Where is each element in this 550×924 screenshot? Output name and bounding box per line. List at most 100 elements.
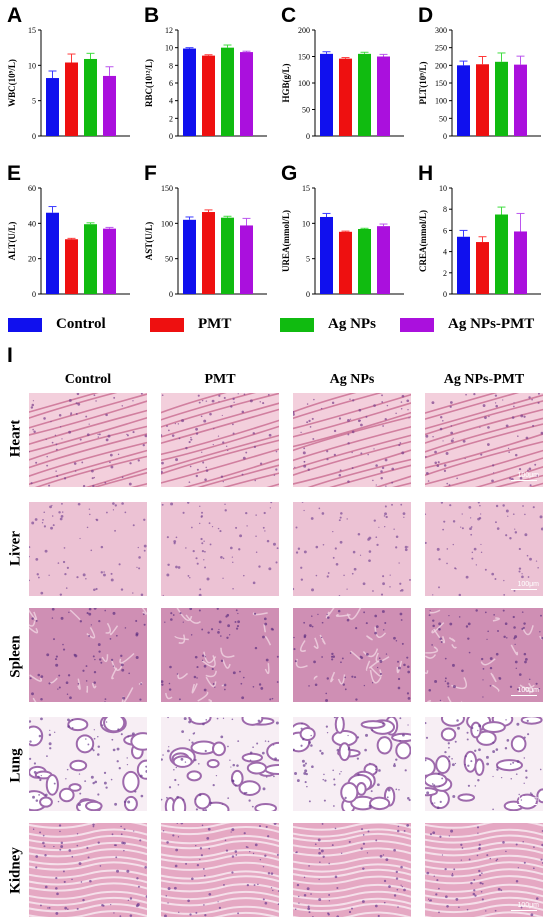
nucleus-dot [461,527,464,530]
nucleus-dot [97,433,99,436]
nucleus-dot [331,658,334,661]
nucleus-dot [126,757,128,759]
nucleus-dot [201,511,204,514]
nucleus-dot [178,437,181,440]
nucleus-dot [320,751,324,755]
nucleus-dot [385,515,388,519]
nucleus-dot [204,914,207,917]
nucleus-dot [68,849,72,852]
nucleus-dot [523,782,525,784]
nucleus-dot [308,800,311,803]
nucleus-dot [470,526,473,528]
tubule [293,823,411,831]
nucleus-dot [48,906,51,909]
nucleus-dot [75,402,78,405]
nucleus-dot [60,515,64,518]
sinus-line [295,658,308,669]
nucleus-dot [302,738,305,741]
panel-letter-c: C [281,4,297,27]
nucleus-dot [302,451,306,455]
nucleus-dot [383,901,386,904]
y-axis-label: RBC(10¹²/L) [144,59,154,107]
nucleus-dot [365,733,369,737]
nucleus-dot [35,855,39,858]
nucleus-dot [196,863,200,867]
y-axis-label: HGB(g/L) [281,63,291,102]
nucleus-dot [201,549,205,553]
nucleus-dot [55,876,58,880]
nucleus-dot [100,661,103,664]
nucleus-dot [395,870,399,874]
nucleus-dot [104,609,106,612]
legend-swatch-control [8,318,42,332]
nucleus-dot [353,676,357,679]
nucleus-dot [129,897,133,900]
nucleus-dot [453,868,456,871]
nucleus-dot [52,524,55,527]
sinus-line [429,609,441,614]
nucleus-dot [475,564,478,566]
nucleus-dot [377,914,380,917]
nucleus-dot [180,757,184,761]
tubule [161,861,279,871]
nucleus-dot [444,750,447,754]
nucleus-dot [318,851,322,855]
nucleus-dot [209,804,212,806]
nucleus-dot [120,654,123,658]
nucleus-dot [327,913,330,916]
nucleus-dot [303,447,306,450]
nucleus-dot [367,453,369,456]
histology-image-lung-agnps-pmt: 100μm [425,717,543,811]
nucleus-dot [204,550,206,553]
sinus-line [101,654,109,663]
bar-control [183,48,196,136]
nucleus-dot [454,762,457,765]
nucleus-dot [87,743,90,746]
legend-item-agnps: Ag NPs [280,316,410,334]
nucleus-dot [264,740,267,742]
alveolus [241,752,264,763]
nucleus-dot [379,854,383,858]
nucleus-dot [466,908,469,911]
alveolus [75,734,95,754]
nucleus-dot [168,746,170,748]
nucleus-dot [234,621,237,623]
nucleus-dot [326,458,329,461]
nucleus-dot [235,854,238,856]
nucleus-dot [94,658,96,661]
bar-pmt [476,64,489,136]
muscle-fiber [29,400,147,436]
nucleus-dot [527,576,530,578]
nucleus-dot [443,469,447,472]
nucleus-dot [93,476,95,479]
nucleus-dot [273,744,275,746]
sinus-line [49,677,58,684]
nucleus-dot [242,456,246,460]
nucleus-dot [41,522,44,524]
nucleus-dot [378,657,381,660]
nucleus-dot [201,628,204,631]
sinus-line [105,622,112,634]
nucleus-dot [58,511,61,514]
tubule [29,841,147,852]
nucleus-dot [315,545,319,549]
nucleus-dot [167,563,170,567]
bar-ag-nps [221,217,234,294]
nucleus-dot [93,729,95,731]
sinus-line [490,672,497,683]
nucleus-dot [176,673,179,675]
nucleus-dot [326,613,328,616]
nucleus-dot [43,511,46,514]
muscle-fiber [29,416,147,453]
nucleus-dot [306,421,309,424]
nucleus-dot [443,464,447,467]
alveolus [425,787,438,797]
nucleus-dot [246,884,250,887]
nucleus-dot [97,643,101,646]
nucleus-dot [383,515,386,517]
nucleus-dot [332,556,335,559]
y-tick-label: 60 [28,184,36,193]
nucleus-dot [85,738,87,740]
nucleus-dot [382,575,385,578]
